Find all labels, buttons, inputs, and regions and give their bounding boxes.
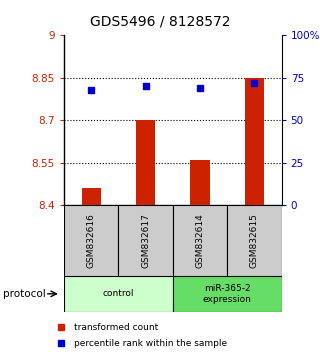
Text: transformed count: transformed count <box>74 323 158 332</box>
Text: miR-365-2
expression: miR-365-2 expression <box>203 284 252 303</box>
Point <box>89 87 94 93</box>
Point <box>143 84 148 89</box>
Bar <box>136 120 155 205</box>
Bar <box>173 205 227 276</box>
Bar <box>64 205 118 276</box>
Text: protocol: protocol <box>3 289 46 299</box>
Text: GDS5496 / 8128572: GDS5496 / 8128572 <box>90 14 230 28</box>
Point <box>197 85 203 91</box>
Bar <box>245 78 264 205</box>
Bar <box>227 205 282 276</box>
Text: GSM832614: GSM832614 <box>196 213 204 268</box>
Text: control: control <box>103 289 134 298</box>
Bar <box>173 276 282 312</box>
Bar <box>64 276 173 312</box>
Bar <box>118 205 173 276</box>
Bar <box>190 160 210 205</box>
Bar <box>82 188 101 205</box>
Text: GSM832615: GSM832615 <box>250 213 259 268</box>
Point <box>252 80 257 86</box>
Text: GSM832617: GSM832617 <box>141 213 150 268</box>
Text: GSM832616: GSM832616 <box>87 213 96 268</box>
Text: percentile rank within the sample: percentile rank within the sample <box>74 339 227 348</box>
